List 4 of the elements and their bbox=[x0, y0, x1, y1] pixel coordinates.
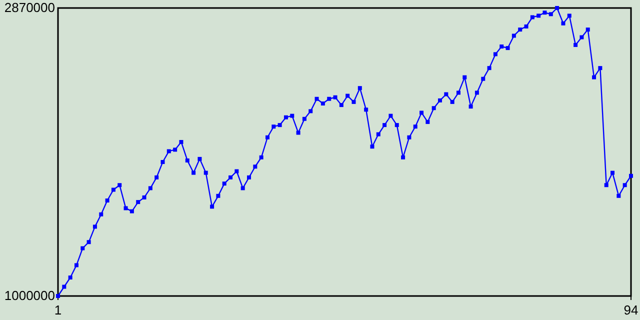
y-tick-label: 2870000 bbox=[4, 0, 55, 16]
x-tick-label: 1 bbox=[54, 302, 62, 318]
x-tick-label: 94 bbox=[624, 302, 638, 318]
y-tick-label: 1000000 bbox=[4, 288, 55, 304]
